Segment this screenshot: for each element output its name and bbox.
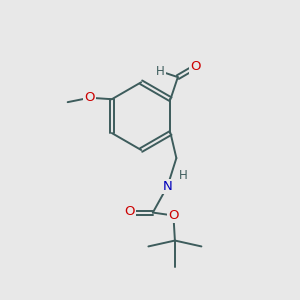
Text: O: O xyxy=(85,91,95,104)
Text: O: O xyxy=(190,60,201,73)
Text: O: O xyxy=(124,205,134,218)
Text: O: O xyxy=(168,209,179,222)
Text: N: N xyxy=(163,180,172,193)
Text: H: H xyxy=(156,65,165,78)
Text: H: H xyxy=(179,169,188,182)
